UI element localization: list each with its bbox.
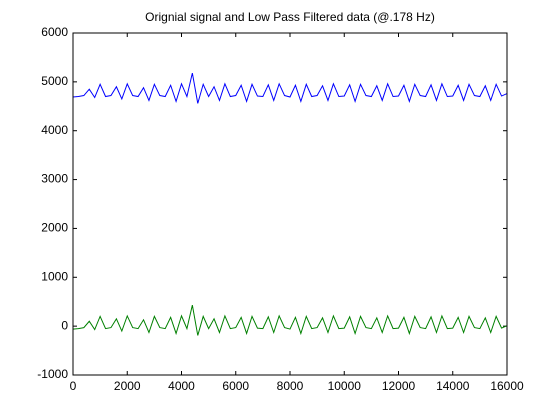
y-tick-label: 6000 xyxy=(41,25,68,39)
series-line xyxy=(72,305,508,336)
x-tick-label: 16000 xyxy=(490,379,524,393)
x-tick-label: 2000 xyxy=(114,379,141,393)
y-tick-label: 3000 xyxy=(41,172,68,186)
x-tick-label: 0 xyxy=(70,379,77,393)
y-tick-label: 4000 xyxy=(41,123,68,137)
series-line xyxy=(72,72,508,104)
y-tick-label: 0 xyxy=(61,318,68,332)
y-tick-label: 5000 xyxy=(41,74,68,88)
x-tick-label: 12000 xyxy=(382,379,416,393)
plot-frame xyxy=(72,32,508,376)
x-tick-label: 10000 xyxy=(328,379,362,393)
y-tick-label: 2000 xyxy=(41,221,68,235)
x-tick-label: 6000 xyxy=(222,379,249,393)
y-tick-label: 1000 xyxy=(41,269,68,283)
chart-title: Orignial signal and Low Pass Filtered da… xyxy=(145,10,435,24)
x-tick-label: 4000 xyxy=(168,379,195,393)
x-tick-label: 8000 xyxy=(277,379,304,393)
x-tick-label: 14000 xyxy=(436,379,470,393)
y-tick-label: -1000 xyxy=(37,367,68,381)
